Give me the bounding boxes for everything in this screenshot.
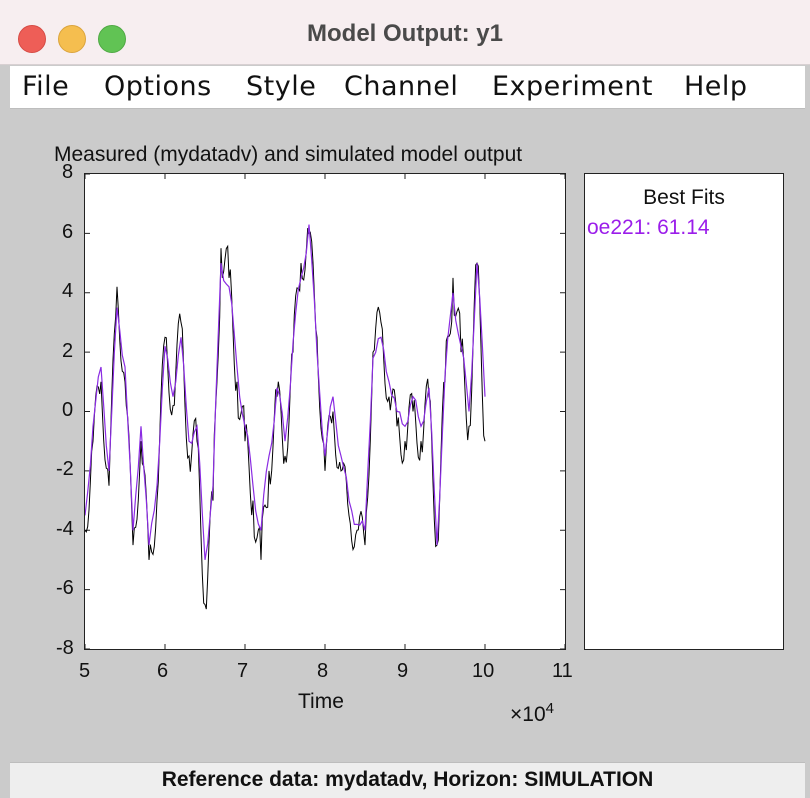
minimize-window-button[interactable] bbox=[58, 25, 86, 53]
y-tick-label: 8 bbox=[62, 161, 74, 183]
axis-ticks bbox=[85, 174, 565, 649]
best-fit-entry[interactable]: oe221: 61.14 bbox=[587, 216, 710, 239]
x-axis-label: Time bbox=[298, 690, 344, 713]
y-tick-label: 6 bbox=[62, 221, 74, 243]
menu-options[interactable]: Options bbox=[104, 71, 212, 102]
menu-bar: File Options Style Channel Experiment He… bbox=[10, 66, 805, 109]
menu-style[interactable]: Style bbox=[246, 71, 317, 102]
y-tick-label: -4 bbox=[56, 518, 74, 540]
title-bar[interactable]: Model Output: y1 bbox=[0, 0, 810, 65]
plot-title: Measured (mydatadv) and simulated model … bbox=[54, 143, 523, 166]
y-tick-label: 4 bbox=[62, 280, 74, 302]
y-tick-label: -8 bbox=[56, 637, 74, 659]
status-bar: Reference data: mydatadv, Horizon: SIMUL… bbox=[10, 762, 805, 798]
y-tick-label: -6 bbox=[56, 577, 74, 599]
x-tick-label: 10 bbox=[472, 660, 495, 682]
plot-canvas bbox=[85, 174, 565, 649]
x-exponent-base: ×10 bbox=[510, 703, 546, 726]
x-axis-exponent: ×104 bbox=[510, 700, 554, 727]
x-tick-label: 5 bbox=[79, 660, 91, 682]
x-tick-label: 6 bbox=[157, 660, 169, 682]
x-tick-label: 7 bbox=[237, 660, 249, 682]
zoom-window-button[interactable] bbox=[98, 25, 126, 53]
x-tick-label: 11 bbox=[552, 660, 573, 682]
y-tick-label: -2 bbox=[56, 458, 74, 480]
plot-axes[interactable] bbox=[84, 173, 566, 650]
measured-series-line bbox=[85, 227, 486, 610]
x-tick-label: 8 bbox=[317, 660, 329, 682]
simulated-series-line bbox=[85, 224, 486, 560]
best-fits-title: Best Fits bbox=[643, 186, 725, 209]
best-fits-panel: Best Fits oe221: 61.14 bbox=[584, 173, 784, 650]
menu-experiment[interactable]: Experiment bbox=[492, 71, 654, 102]
menu-channel[interactable]: Channel bbox=[344, 71, 459, 102]
window-title: Model Output: y1 bbox=[307, 20, 503, 47]
status-text: Reference data: mydatadv, Horizon: SIMUL… bbox=[161, 768, 654, 791]
menu-help[interactable]: Help bbox=[684, 71, 748, 102]
menu-file[interactable]: File bbox=[22, 71, 70, 102]
x-tick-label: 9 bbox=[397, 660, 409, 682]
y-tick-label: 2 bbox=[62, 340, 74, 362]
y-tick-label: 0 bbox=[62, 399, 74, 421]
close-window-button[interactable] bbox=[18, 25, 46, 53]
x-exponent-power: 4 bbox=[545, 700, 554, 717]
